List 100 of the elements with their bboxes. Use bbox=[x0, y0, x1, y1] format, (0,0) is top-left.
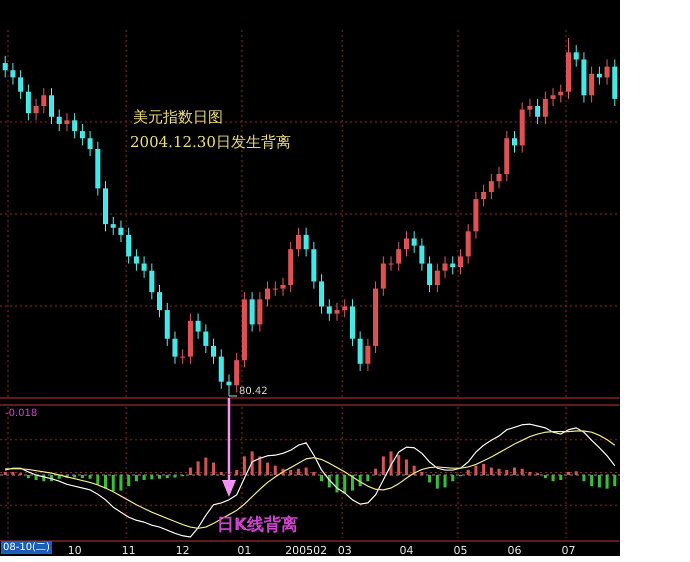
candlestick bbox=[72, 112, 78, 139]
candlestick bbox=[157, 284, 162, 318]
bar bbox=[336, 475, 339, 492]
candlestick bbox=[419, 238, 424, 272]
candlestick bbox=[512, 130, 517, 154]
candlestick bbox=[427, 256, 432, 293]
bar bbox=[204, 458, 208, 475]
bar bbox=[304, 468, 308, 475]
candlestick bbox=[604, 58, 610, 86]
bar bbox=[188, 468, 192, 475]
bar bbox=[582, 475, 586, 482]
candlestick bbox=[49, 88, 54, 124]
candlestick bbox=[126, 227, 132, 264]
candlestick bbox=[365, 338, 370, 372]
candlestick bbox=[326, 298, 332, 322]
candlestick bbox=[535, 98, 540, 124]
candlestick bbox=[434, 263, 440, 293]
candlestick bbox=[149, 263, 154, 300]
candlestick bbox=[481, 184, 486, 207]
candlestick bbox=[458, 248, 463, 275]
text: 08-10(二) bbox=[3, 542, 50, 553]
x-tick-label: 07 bbox=[561, 544, 576, 557]
bar bbox=[350, 475, 354, 490]
bar bbox=[528, 472, 532, 475]
bar bbox=[258, 456, 262, 475]
bar bbox=[212, 462, 216, 475]
x-tick-label: 12 bbox=[176, 544, 190, 557]
x-tick-label: 11 bbox=[122, 544, 136, 557]
bar bbox=[11, 472, 14, 475]
bar bbox=[574, 471, 578, 475]
candlestick bbox=[550, 88, 556, 107]
bar bbox=[296, 468, 300, 475]
bar bbox=[498, 468, 501, 475]
candlestick bbox=[211, 338, 216, 364]
candlestick bbox=[172, 331, 178, 364]
candlestick bbox=[118, 220, 124, 243]
bar bbox=[466, 470, 470, 475]
candlestick bbox=[334, 302, 340, 322]
bar bbox=[520, 468, 524, 475]
candlestick bbox=[574, 44, 579, 68]
candlestick bbox=[34, 98, 39, 121]
candlestick bbox=[542, 91, 548, 124]
bar bbox=[474, 466, 478, 475]
bar bbox=[26, 475, 30, 478]
bar bbox=[559, 475, 562, 480]
bar bbox=[320, 475, 324, 482]
bar bbox=[220, 472, 223, 475]
candlestick bbox=[412, 230, 417, 254]
candlestick bbox=[496, 166, 502, 189]
bar bbox=[312, 472, 316, 475]
x-tick-label: 10 bbox=[68, 544, 82, 557]
bar bbox=[436, 475, 439, 489]
bar bbox=[490, 468, 493, 475]
bar bbox=[242, 456, 246, 475]
candlestick bbox=[272, 280, 278, 296]
candlestick bbox=[88, 130, 93, 157]
bar bbox=[397, 455, 400, 475]
bar bbox=[80, 475, 84, 478]
annotation: 2004.12.30日发生背离 bbox=[130, 133, 291, 151]
bar bbox=[428, 475, 432, 482]
x-tick-label: 200502 bbox=[285, 544, 328, 557]
bar bbox=[142, 475, 146, 480]
x-tick-label: 06 bbox=[507, 544, 522, 557]
bar bbox=[420, 472, 424, 475]
candlestick bbox=[203, 324, 208, 354]
candlestick bbox=[18, 70, 24, 100]
candlestick bbox=[396, 242, 402, 272]
candlestick bbox=[442, 256, 448, 278]
x-tick-label: 03 bbox=[338, 544, 352, 557]
annotation: 80.42 bbox=[238, 386, 268, 397]
bar bbox=[366, 475, 370, 482]
bar bbox=[590, 475, 594, 486]
candlestick bbox=[226, 374, 232, 396]
bar bbox=[544, 475, 547, 478]
candlestick bbox=[265, 280, 270, 307]
candlestick bbox=[488, 174, 494, 200]
bar bbox=[613, 475, 616, 486]
candlestick bbox=[450, 256, 456, 275]
bar bbox=[104, 475, 108, 489]
text: -0.018 bbox=[5, 408, 38, 419]
bar bbox=[382, 456, 385, 475]
bar bbox=[112, 475, 115, 492]
candlestick bbox=[196, 313, 201, 340]
bar bbox=[289, 470, 292, 475]
bar bbox=[235, 470, 238, 475]
bar bbox=[566, 472, 570, 475]
bar bbox=[127, 475, 130, 486]
candlestick bbox=[142, 256, 147, 278]
bar bbox=[266, 462, 270, 475]
candlestick bbox=[2, 55, 8, 78]
bar bbox=[482, 464, 486, 475]
bar bbox=[606, 475, 609, 489]
bar bbox=[150, 475, 154, 480]
bar bbox=[343, 475, 346, 494]
candlestick bbox=[527, 98, 532, 118]
bar bbox=[88, 475, 92, 479]
candlestick bbox=[280, 277, 286, 296]
candlestick bbox=[342, 298, 348, 318]
candlestick bbox=[304, 227, 309, 257]
bar bbox=[196, 461, 200, 475]
